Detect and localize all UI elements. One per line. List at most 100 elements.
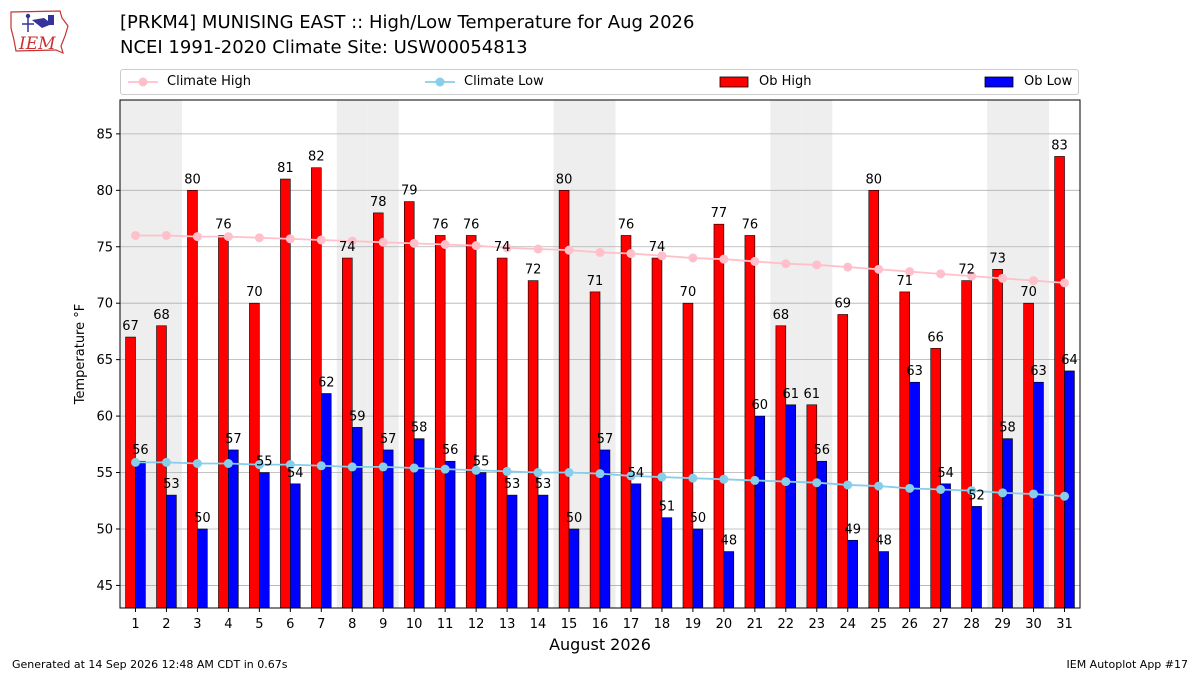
ob-low-data-label: 54 xyxy=(628,466,645,481)
ob-low-data-label: 48 xyxy=(875,534,892,549)
ob-low-data-label: 51 xyxy=(659,500,676,515)
ob-high-bar xyxy=(187,190,198,609)
ob-high-bar xyxy=(434,235,446,609)
footer-app-label: IEM Autoplot App #17 xyxy=(1066,658,1189,671)
ob-low-data-label: 56 xyxy=(442,443,459,458)
climate-high-point xyxy=(192,232,202,242)
y-tick-label: 45 xyxy=(96,579,113,594)
climate-high-swatch-icon xyxy=(128,77,158,86)
ob-low-bar xyxy=(382,449,394,609)
x-tick-label: 7 xyxy=(317,617,325,632)
ob-low-data-label: 54 xyxy=(287,466,304,481)
climate-high-point xyxy=(874,264,884,274)
ob-high-data-label: 80 xyxy=(865,172,882,187)
climate-low-point xyxy=(471,465,481,475)
climate-high-point xyxy=(967,271,977,281)
ob-high-bar xyxy=(465,235,477,609)
y-tick-label: 60 xyxy=(96,410,113,425)
y-tick-label: 50 xyxy=(96,522,113,537)
x-tick-label: 2 xyxy=(162,617,170,632)
ob-high-bar xyxy=(713,223,725,609)
ob-low-bar xyxy=(692,528,704,609)
climate-low-point xyxy=(874,481,884,491)
ob-low-bar xyxy=(723,551,735,609)
climate-low-point xyxy=(998,488,1008,498)
ob-high-bar xyxy=(1054,156,1065,609)
ob-high-data-label: 61 xyxy=(804,387,821,402)
legend-item-ob-high: Ob High xyxy=(719,74,812,89)
ob-high-data-label: 74 xyxy=(649,240,666,255)
ob-low-data-label: 55 xyxy=(256,455,273,470)
climate-low-point xyxy=(564,468,574,478)
ob-high-data-label: 76 xyxy=(463,217,480,232)
legend-label-ob-low: Ob Low xyxy=(1024,74,1073,89)
climate-high-point xyxy=(688,253,698,263)
ob-low-data-label: 53 xyxy=(535,477,552,492)
climate-low-point xyxy=(626,471,636,481)
climate-high-point xyxy=(781,259,791,269)
ob-low-bar xyxy=(166,494,177,609)
climate-high-point xyxy=(502,243,512,253)
legend-item-ob-low: Ob Low xyxy=(984,74,1072,89)
climate-low-point xyxy=(161,457,171,467)
ob-high-data-label: 82 xyxy=(308,150,325,165)
ob-low-data-label: 56 xyxy=(132,443,149,458)
ob-low-data-label: 61 xyxy=(782,387,799,402)
x-tick-label: 4 xyxy=(224,617,232,632)
climate-high-point xyxy=(130,230,140,240)
climate-high-point xyxy=(936,269,946,279)
ob-high-data-label: 68 xyxy=(153,308,170,323)
climate-high-point xyxy=(998,273,1008,283)
ob-low-bar xyxy=(135,460,146,609)
x-tick-label: 30 xyxy=(1025,617,1042,632)
x-tick-label: 1 xyxy=(131,617,139,632)
y-tick-label: 70 xyxy=(96,297,113,312)
x-tick-label: 17 xyxy=(623,617,640,632)
ob-high-data-label: 76 xyxy=(618,217,635,232)
ob-low-data-label: 54 xyxy=(937,466,954,481)
ob-low-bar xyxy=(661,517,673,609)
ob-high-swatch-icon xyxy=(719,76,749,87)
ob-low-data-label: 53 xyxy=(504,477,521,492)
climate-high-point xyxy=(533,244,543,254)
x-tick-label: 27 xyxy=(932,617,949,632)
ob-high-bar xyxy=(1023,302,1034,609)
climate-low-point xyxy=(1060,491,1070,501)
climate-low-point xyxy=(347,462,357,472)
ob-high-data-label: 70 xyxy=(1020,285,1037,300)
climate-high-point xyxy=(409,238,419,248)
ob-low-swatch-icon xyxy=(984,76,1014,87)
y-tick-label: 80 xyxy=(96,184,113,199)
ob-high-bar xyxy=(775,325,787,609)
x-tick-label: 8 xyxy=(348,617,356,632)
ob-low-data-label: 59 xyxy=(349,409,366,424)
climate-low-point xyxy=(719,474,729,484)
chart-title: [PRKM4] MUNISING EAST :: High/Low Temper… xyxy=(120,12,695,33)
ob-high-bar xyxy=(992,269,1003,609)
ob-high-data-label: 76 xyxy=(742,217,759,232)
x-tick-label: 25 xyxy=(870,617,887,632)
ob-low-bar xyxy=(971,506,982,609)
ob-high-bar xyxy=(527,280,539,609)
ob-low-bar xyxy=(259,472,270,609)
ob-high-data-label: 81 xyxy=(277,161,294,176)
ob-low-data-label: 53 xyxy=(163,477,180,492)
climate-high-point xyxy=(223,232,233,242)
x-tick-label: 13 xyxy=(499,617,516,632)
climate-high-point xyxy=(905,267,915,277)
ob-high-data-label: 74 xyxy=(494,240,511,255)
x-tick-label: 18 xyxy=(654,617,671,632)
ob-high-data-label: 78 xyxy=(370,195,387,210)
y-tick-label: 85 xyxy=(96,127,113,142)
ob-low-bar xyxy=(785,404,797,609)
ob-low-data-label: 64 xyxy=(1061,353,1078,368)
ob-low-bar xyxy=(878,551,889,609)
ob-high-bar xyxy=(744,235,756,609)
ob-low-bar xyxy=(909,381,920,609)
ob-high-data-label: 76 xyxy=(215,217,232,232)
ob-high-bar xyxy=(961,280,972,609)
x-tick-label: 21 xyxy=(747,617,764,632)
ob-low-bar xyxy=(630,483,642,609)
climate-low-point xyxy=(657,472,667,482)
